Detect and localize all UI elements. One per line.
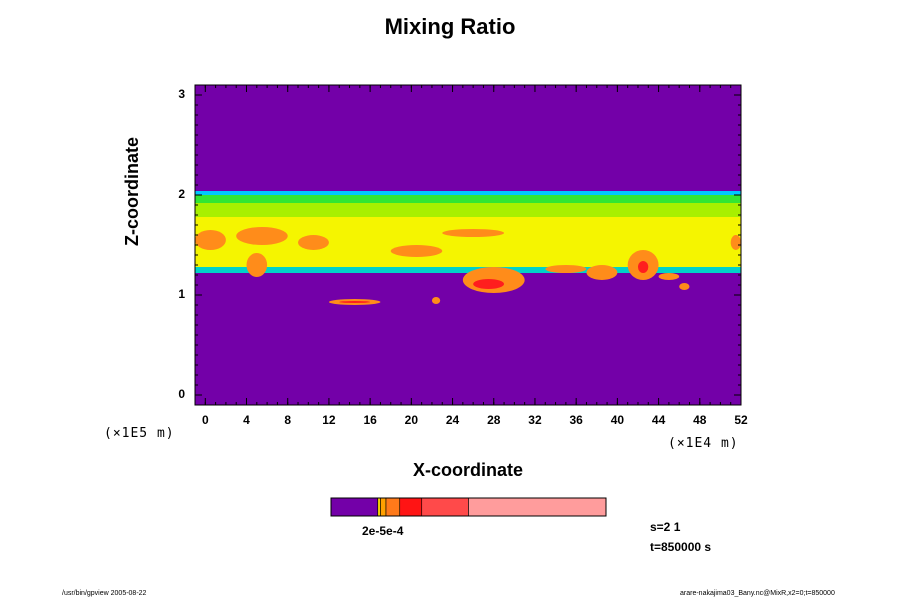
plot-area (194, 84, 742, 406)
feature-patch (390, 245, 443, 257)
colorbar-segment (399, 497, 423, 517)
x-unit-label: (×1E4 m) (668, 436, 739, 451)
t-annotation: t=850000 s (650, 540, 712, 554)
y-axis-label: Z-coordinate (122, 136, 142, 246)
x-axis-label: X-coordinate (412, 460, 523, 480)
footer-left: /usr/bin/gpview 2005-08-22 (62, 590, 147, 597)
x-tick-label: 16 (363, 413, 377, 427)
colorbar-segment (385, 497, 401, 517)
feature-patch (679, 283, 690, 290)
colorbar-segment (377, 497, 381, 517)
feature-patch (246, 253, 268, 277)
x-tick-label: 36 (569, 413, 583, 427)
colorbar-segment (380, 497, 387, 517)
s-annotation: s=2 1 (650, 520, 681, 534)
y-unit-label: (×1E5 m) (104, 426, 175, 441)
y-tick-label: 2 (178, 187, 185, 201)
x-tick-label: 44 (651, 413, 666, 427)
y-tick-label: 0 (178, 387, 185, 401)
colorbar-frame (330, 497, 607, 517)
colorbar (330, 497, 607, 517)
x-tick-label: 28 (487, 413, 501, 427)
feature-patch (339, 301, 371, 303)
x-tick-label: 0 (201, 413, 209, 427)
layer-cyan-top (195, 191, 741, 195)
footer-right: arare-nakajima03_Bany.nc@MixR,x2=0;t=850… (680, 590, 835, 597)
feature-patch (545, 265, 587, 273)
feature-patch (730, 235, 741, 250)
colorbar-segment (421, 497, 469, 517)
feature-patch (473, 279, 505, 289)
layer-cyan-bottom (195, 267, 741, 273)
feature-patch (431, 297, 441, 304)
x-tick-label: 20 (404, 413, 418, 427)
x-tick-label: 52 (734, 413, 748, 427)
tick-marks (194, 85, 742, 405)
feature-patch (637, 261, 649, 273)
layer-green-band (195, 195, 741, 203)
x-tick-label: 24 (445, 413, 460, 427)
chart-title: Mixing Ratio (384, 14, 516, 39)
colorbar-segment (468, 497, 607, 517)
y-tick-label: 1 (178, 287, 185, 301)
x-tick-label: 40 (610, 413, 625, 427)
feature-patch (298, 235, 329, 250)
x-tick-label: 8 (284, 413, 292, 427)
x-tick-label: 12 (322, 413, 336, 427)
feature-patch (195, 230, 226, 250)
layer-lime-band (195, 203, 741, 217)
x-tick-label: 32 (528, 413, 542, 427)
x-tick-label: 48 (693, 413, 707, 427)
feature-patch (586, 265, 618, 280)
feature-patch (658, 273, 680, 280)
x-tick-label: 4 (243, 413, 250, 427)
feature-patch (442, 229, 505, 237)
feature-patch (236, 227, 288, 245)
y-tick-label: 3 (178, 87, 185, 101)
colorbar-label: 2e-5e-4 (362, 524, 404, 538)
colorbar-segment (330, 497, 379, 517)
